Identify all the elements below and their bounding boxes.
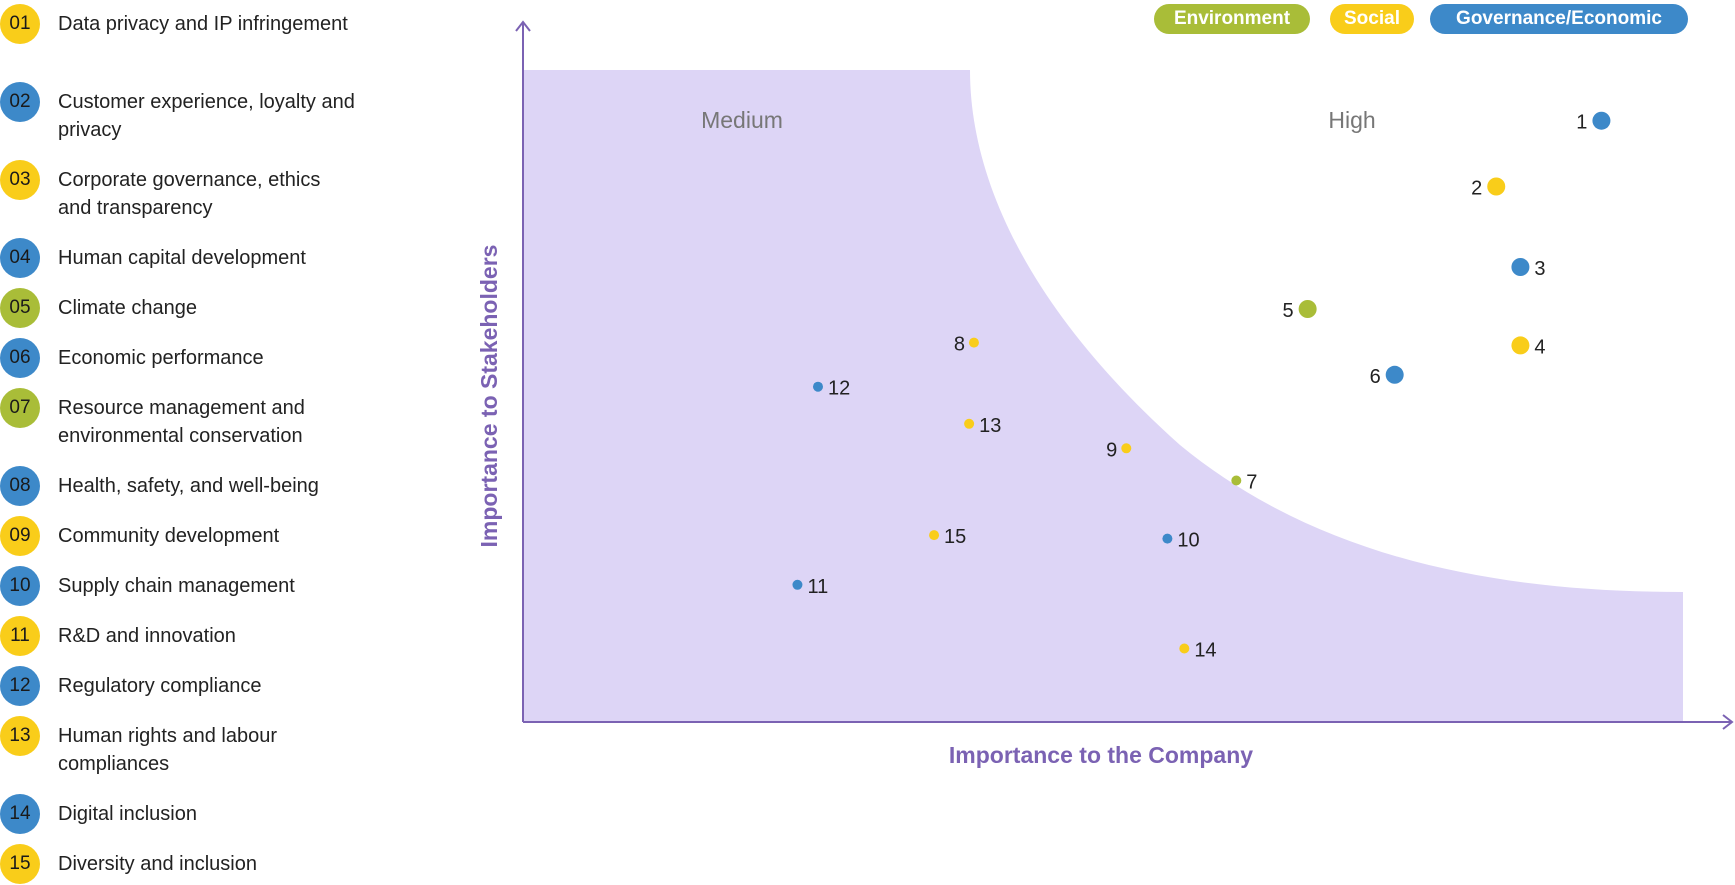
topic-number-badge: 08	[0, 466, 40, 506]
data-point-label: 8	[954, 334, 965, 356]
region-label-medium: Medium	[701, 107, 783, 133]
topic-label: Health, safety, and well-being	[58, 475, 319, 497]
data-point-label: 14	[1194, 640, 1216, 662]
data-point-4	[1511, 336, 1530, 355]
data-point-label: 12	[828, 378, 850, 400]
topic-number-badge: 15	[0, 844, 40, 884]
data-point-label: 11	[807, 576, 828, 598]
data-point-label: 3	[1534, 258, 1545, 280]
topic-label: R&D and innovation	[58, 625, 236, 647]
topic-number-badge: 10	[0, 566, 40, 606]
topic-label: Human capital development	[58, 247, 306, 269]
data-point-10	[1162, 533, 1173, 544]
topic-label: Climate change	[58, 297, 197, 319]
data-point-6	[1385, 365, 1404, 384]
topic-label: Digital inclusion	[58, 803, 197, 825]
y-axis-label: Importance to Stakeholders	[476, 245, 502, 548]
data-point-2	[1487, 177, 1506, 196]
topic-number-badge: 04	[0, 238, 40, 278]
topic-item: 08 Health, safety, and well-being	[0, 466, 358, 506]
data-point-7	[1231, 475, 1242, 486]
topic-label: Resource management and environmental co…	[58, 397, 305, 447]
topic-item: 01 Data privacy and IP infringement	[0, 4, 358, 44]
legend-governance-badge: Governance/Economic	[1430, 4, 1688, 34]
data-point-label: 6	[1370, 366, 1381, 388]
data-point-label: 15	[944, 526, 966, 548]
y-axis-arrow	[515, 20, 531, 32]
topic-item: 13 Human rights and labour compliances	[0, 716, 358, 778]
data-point-14	[1179, 643, 1190, 654]
data-point-15	[929, 530, 940, 541]
topic-number-badge: 05	[0, 288, 40, 328]
x-axis-label: Importance to the Company	[949, 742, 1253, 768]
topic-label: Community development	[58, 525, 280, 547]
topic-number-badge: 09	[0, 516, 40, 556]
topic-item: 06 Economic performance	[0, 338, 358, 378]
topic-label: Human rights and labour compliances	[58, 725, 278, 775]
topic-number-badge: 02	[0, 82, 40, 122]
data-point-8	[968, 337, 979, 348]
topic-number-badge: 11	[0, 616, 40, 656]
data-point-1	[1592, 111, 1611, 130]
topic-item: 05 Climate change	[0, 288, 358, 328]
data-point-3	[1511, 258, 1530, 276]
topic-label: Corporate governance, ethics and transpa…	[58, 169, 321, 219]
data-point-9	[1121, 443, 1132, 454]
data-point-12	[812, 381, 823, 392]
topic-label: Regulatory compliance	[58, 675, 262, 697]
topic-label: Economic performance	[58, 347, 264, 369]
data-point-5	[1298, 300, 1317, 318]
data-point-label: 1	[1576, 112, 1587, 134]
medium-importance-region	[524, 70, 1683, 721]
topic-label: Data privacy and IP infringement	[58, 13, 348, 35]
topic-item: 11 R&D and innovation	[0, 616, 358, 656]
topic-number-badge: 06	[0, 338, 40, 378]
topic-item: 04 Human capital development	[0, 238, 358, 278]
data-point-label: 4	[1534, 336, 1545, 358]
data-point-label: 7	[1246, 472, 1257, 494]
topic-item: 12 Regulatory compliance	[0, 666, 358, 706]
region-label-high: High	[1328, 107, 1375, 133]
topic-item: 14 Digital inclusion	[0, 794, 358, 834]
topic-number-badge: 07	[0, 388, 40, 428]
data-point-13	[964, 418, 975, 429]
data-point-label: 5	[1283, 300, 1294, 322]
data-point-label: 13	[979, 415, 1001, 437]
legend-environment-badge: Environment	[1154, 4, 1310, 34]
topic-number-badge: 03	[0, 160, 40, 200]
topic-number-badge: 13	[0, 716, 40, 756]
topic-legend-list: 01 Data privacy and IP infringement 02 Cust…	[0, 0, 420, 885]
topic-item: 09 Community development	[0, 516, 358, 556]
topic-item: 10 Supply chain management	[0, 566, 358, 606]
topic-item: 07 Resource management and environmental …	[0, 388, 358, 450]
data-point-11	[792, 579, 803, 590]
topic-label: Supply chain management	[58, 575, 295, 597]
topic-label: Customer experience, loyalty and privacy	[58, 91, 355, 141]
data-point-label: 10	[1177, 530, 1199, 552]
topic-number-badge: 14	[0, 794, 40, 834]
data-point-label: 9	[1106, 439, 1117, 461]
x-axis-arrow	[1722, 714, 1734, 730]
topic-label: Diversity and inclusion	[58, 853, 257, 875]
topic-item: 03 Corporate governance, ethics and trans…	[0, 160, 358, 222]
data-point-label: 2	[1471, 178, 1482, 200]
topic-item: 02 Customer experience, loyalty and priva…	[0, 82, 358, 144]
legend-social-badge: Social	[1330, 4, 1414, 34]
topic-number-badge: 12	[0, 666, 40, 706]
topic-number-badge: 01	[0, 4, 40, 44]
topic-item: 15 Diversity and inclusion	[0, 844, 358, 884]
